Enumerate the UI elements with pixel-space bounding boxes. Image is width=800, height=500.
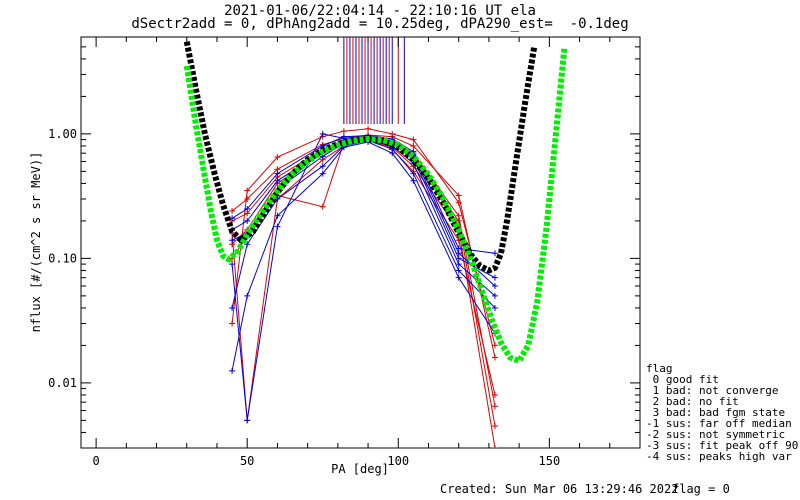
flag-status: flag = 0: [672, 482, 730, 496]
measured-point-marker: [319, 203, 326, 210]
measured-series-line: [231, 139, 496, 421]
measured-flux-series: [229, 125, 498, 448]
measured-point-marker: [274, 212, 281, 219]
measured-point-marker: [229, 208, 236, 215]
plot-frame: [80, 36, 641, 449]
legend-entry: 2 bad: no fit: [646, 395, 739, 408]
measured-point-marker: [455, 267, 462, 274]
x-axis-label: PA [deg]: [331, 462, 389, 476]
legend-entry: -3 sus: fit peak off 90: [646, 439, 799, 452]
legend-title: flag: [646, 362, 673, 375]
measured-point-marker: [491, 283, 498, 290]
measured-point-marker: [319, 130, 326, 137]
y-tick-label: 1.00: [48, 127, 77, 141]
measured-point-marker: [389, 150, 396, 157]
measured-point-marker: [319, 170, 326, 177]
chart-title: 2021-01-06/22:04:14 - 22:10:16 UT ela: [224, 3, 536, 19]
measured-series-line: [231, 141, 496, 371]
fit-curves: [183, 41, 568, 364]
measured-point-marker: [244, 292, 251, 299]
chart-subtitle: dSectr2add = 0, dPhAng2add = 10.25deg, d…: [131, 16, 629, 32]
measured-point-marker: [410, 136, 417, 143]
measured-series-line: [231, 128, 496, 346]
measured-point-marker: [274, 223, 281, 230]
measured-point-marker: [491, 274, 498, 281]
measured-series-line: [231, 139, 496, 448]
measured-point-marker: [455, 250, 462, 257]
measured-point-marker: [244, 217, 251, 224]
measured-point-marker: [410, 170, 417, 177]
measured-point-marker: [491, 423, 498, 430]
x-tick-label: 150: [539, 454, 561, 468]
fit-curve: [183, 46, 568, 364]
legend-entry: -2 sus: not symmetric: [646, 428, 786, 441]
measured-point-marker: [455, 199, 462, 206]
measured-point-marker: [491, 445, 498, 448]
measured-point-marker: [244, 195, 251, 202]
measured-point-marker: [410, 142, 417, 149]
axes: 0 50 100 150 0.01 0.10 1.00: [48, 36, 640, 468]
measured-point-marker: [455, 274, 462, 281]
measured-point-marker: [491, 403, 498, 410]
measured-point-marker: [274, 177, 281, 184]
legend-entry: -1 sus: far off median: [646, 417, 792, 430]
measured-point-marker: [244, 417, 251, 424]
measured-point-marker: [455, 212, 462, 219]
measured-point-marker: [389, 130, 396, 137]
legend-entry: 0 good fit: [646, 373, 719, 386]
measured-series-line: [231, 137, 496, 427]
measured-point-marker: [491, 250, 498, 257]
measured-point-marker: [491, 391, 498, 398]
legend-entry: 1 bad: not converge: [646, 384, 779, 397]
measured-point-marker: [229, 237, 236, 244]
x-tick-label: 50: [240, 454, 254, 468]
measured-point-marker: [455, 255, 462, 262]
vertical-marker-lines: [343, 37, 405, 125]
created-timestamp: Created: Sun Mar 06 13:29:46 2022: [440, 482, 679, 496]
measured-point-marker: [244, 187, 251, 194]
measured-series-line: [231, 134, 496, 254]
measured-point-marker: [244, 205, 251, 212]
measured-point-marker: [319, 163, 326, 170]
measured-point-marker: [229, 261, 236, 268]
measured-point-marker: [229, 367, 236, 374]
measured-point-marker: [491, 354, 498, 361]
measured-series-line: [231, 133, 496, 421]
measured-point-marker: [491, 304, 498, 311]
legend-entry: 3 bad: bad fgm state: [646, 406, 786, 419]
measured-point-marker: [229, 320, 236, 327]
x-tick-label: 100: [387, 454, 409, 468]
measured-point-marker: [340, 128, 347, 135]
measured-point-marker: [410, 177, 417, 184]
y-tick-label: 0.10: [48, 251, 77, 265]
x-tick-label: 0: [92, 454, 99, 468]
measured-point-marker: [229, 304, 236, 311]
measured-point-marker: [455, 261, 462, 268]
measured-point-marker: [491, 292, 498, 299]
measured-point-marker: [491, 342, 498, 349]
measured-point-marker: [455, 192, 462, 199]
legend-entry: -4 sus: peaks high var: [646, 450, 792, 463]
measured-point-marker: [274, 154, 281, 161]
fit-curve: [183, 41, 538, 274]
y-tick-label: 0.01: [48, 376, 77, 390]
measured-point-marker: [365, 125, 372, 132]
measured-point-marker: [274, 170, 281, 177]
y-axis-label: nflux [#/(cm^2 s sr MeV)]: [29, 152, 43, 333]
